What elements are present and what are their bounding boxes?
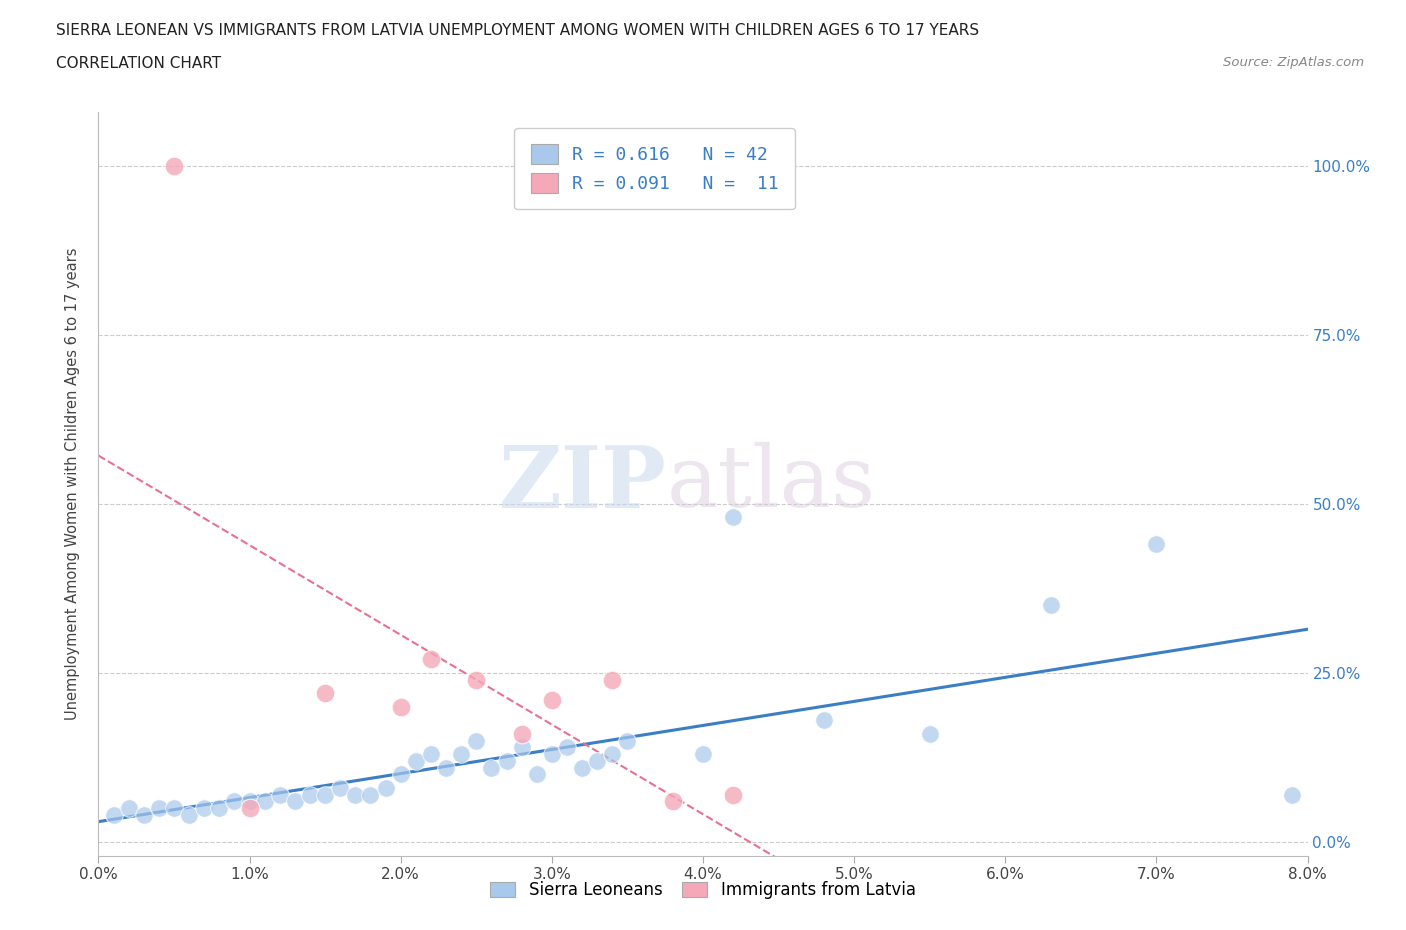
Text: atlas: atlas — [666, 442, 876, 525]
Point — [103, 807, 125, 822]
Point — [692, 747, 714, 762]
Point — [329, 780, 352, 795]
Point — [314, 788, 336, 803]
Point — [540, 693, 562, 708]
Point — [1281, 788, 1303, 803]
Point — [420, 652, 443, 667]
Point — [284, 794, 307, 809]
Point — [239, 801, 262, 816]
Text: Source: ZipAtlas.com: Source: ZipAtlas.com — [1223, 56, 1364, 69]
Point — [374, 780, 396, 795]
Point — [360, 788, 382, 803]
Point — [602, 747, 624, 762]
Point — [510, 726, 533, 741]
Point — [602, 672, 624, 687]
Point — [434, 760, 457, 775]
Point — [344, 788, 367, 803]
Point — [224, 794, 246, 809]
Point — [405, 753, 427, 768]
Point — [813, 713, 835, 728]
Point — [163, 801, 186, 816]
Point — [540, 747, 562, 762]
Point — [179, 807, 201, 822]
Point — [148, 801, 170, 816]
Point — [723, 510, 745, 525]
Point — [465, 733, 488, 748]
Point — [208, 801, 231, 816]
Point — [526, 767, 548, 782]
Point — [420, 747, 443, 762]
Point — [510, 740, 533, 755]
Point — [132, 807, 155, 822]
Point — [555, 740, 578, 755]
Point — [918, 726, 941, 741]
Point — [193, 801, 215, 816]
Text: ZIP: ZIP — [499, 442, 666, 525]
Point — [586, 753, 609, 768]
Point — [465, 672, 488, 687]
Point — [269, 788, 291, 803]
Point — [389, 699, 412, 714]
Point — [1039, 598, 1062, 613]
Legend: Sierra Leoneans, Immigrants from Latvia: Sierra Leoneans, Immigrants from Latvia — [482, 873, 924, 908]
Point — [495, 753, 517, 768]
Point — [661, 794, 683, 809]
Text: SIERRA LEONEAN VS IMMIGRANTS FROM LATVIA UNEMPLOYMENT AMONG WOMEN WITH CHILDREN : SIERRA LEONEAN VS IMMIGRANTS FROM LATVIA… — [56, 23, 980, 38]
Text: CORRELATION CHART: CORRELATION CHART — [56, 56, 221, 71]
Point — [450, 747, 472, 762]
Point — [239, 794, 262, 809]
Y-axis label: Unemployment Among Women with Children Ages 6 to 17 years: Unemployment Among Women with Children A… — [65, 247, 80, 720]
Point — [616, 733, 638, 748]
Point — [1146, 537, 1168, 551]
Point — [163, 158, 186, 173]
Point — [299, 788, 322, 803]
Point — [571, 760, 593, 775]
Point — [118, 801, 141, 816]
Point — [389, 767, 412, 782]
Point — [723, 788, 745, 803]
Point — [481, 760, 503, 775]
Legend: R = 0.616   N = 42, R = 0.091   N =  11: R = 0.616 N = 42, R = 0.091 N = 11 — [515, 128, 794, 209]
Point — [314, 685, 336, 700]
Point — [253, 794, 276, 809]
